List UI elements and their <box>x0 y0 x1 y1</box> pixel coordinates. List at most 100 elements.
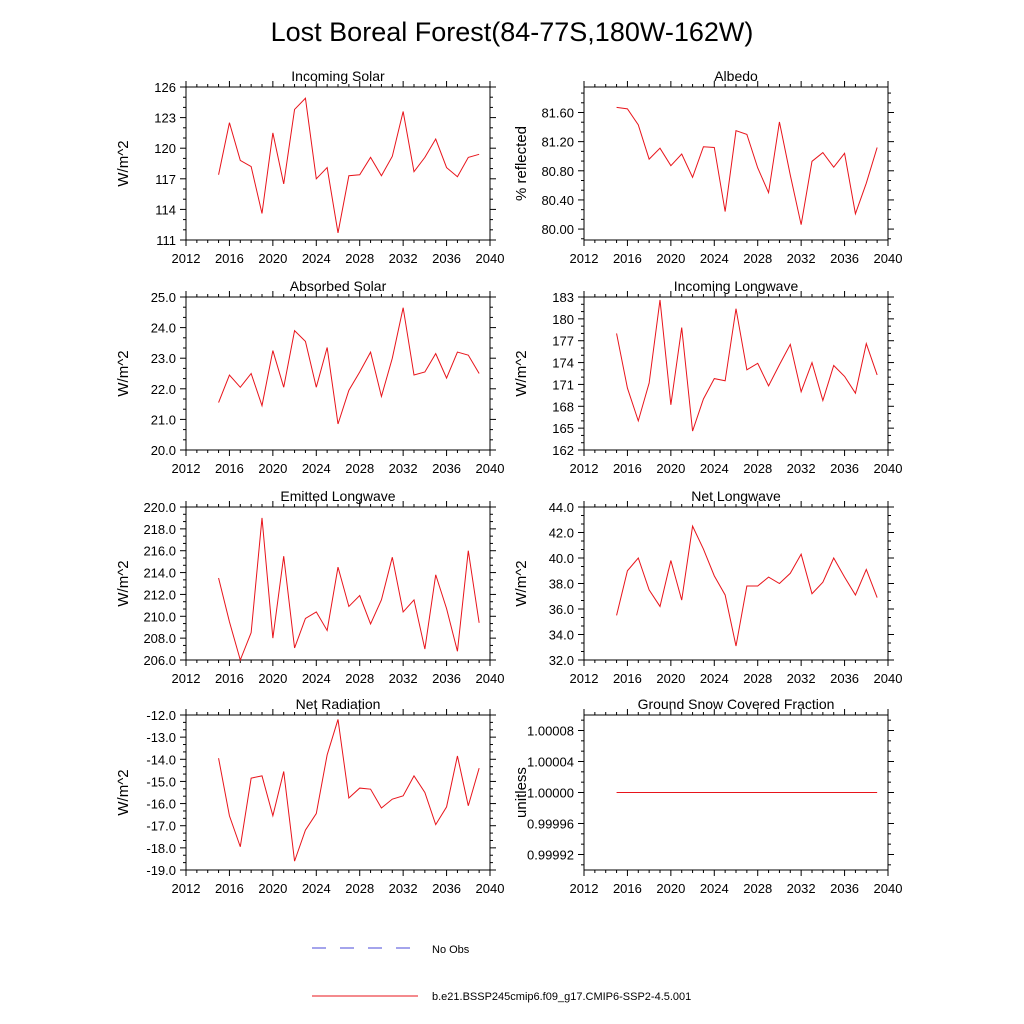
legend-label-no-obs: No Obs <box>432 944 470 956</box>
incoming-solar-xtick-label: 2032 <box>389 251 418 266</box>
incoming-longwave-xtick-label: 2016 <box>613 461 642 476</box>
net-radiation-ylabel: W/m^2 <box>115 769 132 815</box>
incoming-longwave-ytick-label: 174 <box>552 356 574 371</box>
absorbed-solar-title: Absorbed Solar <box>290 278 387 294</box>
albedo-ytick-label: 80.80 <box>541 164 574 179</box>
incoming-longwave-xtick-label: 2040 <box>874 461 903 476</box>
net-longwave-xtick-label: 2016 <box>613 671 642 686</box>
incoming-solar-xtick-label: 2028 <box>345 251 374 266</box>
emitted-longwave-xtick-label: 2036 <box>432 671 461 686</box>
ground-snow-covered-fraction-ytick-label: 0.99996 <box>527 817 574 832</box>
legend-label-model: b.e21.BSSP245cmip6.f09_g17.CMIP6-SSP2-4.… <box>432 991 691 1003</box>
absorbed-solar-xtick-label: 2020 <box>258 461 287 476</box>
ground-snow-covered-fraction-ytick-label: 1.00000 <box>527 786 574 801</box>
incoming-solar-ytick-label: 117 <box>155 172 176 187</box>
albedo-xtick-label: 2020 <box>656 251 685 266</box>
panel-ground-snow-covered-fraction: Ground Snow Covered Fraction unitless 2012… <box>513 696 902 896</box>
net-longwave-ytick-label: 44.0 <box>549 500 574 515</box>
ground-snow-covered-fraction-xtick-label: 2036 <box>830 881 859 896</box>
emitted-longwave-title: Emitted Longwave <box>280 488 395 504</box>
absorbed-solar-ytick-label: 25.0 <box>151 290 176 305</box>
panel-net-radiation: Net Radiation W/m^2 2012 2016 2020 2024 2028 20… <box>115 696 504 896</box>
net-radiation-ytick-label: -18.0 <box>146 841 176 856</box>
net-radiation-ytick-label: -17.0 <box>146 819 176 834</box>
incoming-longwave-xtick-label: 2036 <box>830 461 859 476</box>
ground-snow-covered-fraction-ylabel: unitless <box>513 767 530 818</box>
panels: Incoming Solar W/m^2 2012 2016 2020 2024 2028 2… <box>115 68 902 896</box>
albedo-xtick-label: 2028 <box>743 251 772 266</box>
ground-snow-covered-fraction-xtick-label: 2024 <box>700 881 729 896</box>
albedo-ytick-label: 80.00 <box>541 222 574 237</box>
albedo-xtick-label: 2016 <box>613 251 642 266</box>
emitted-longwave-xtick-label: 2020 <box>258 671 287 686</box>
incoming-longwave-ylabel: W/m^2 <box>513 350 530 396</box>
incoming-solar-xtick-label: 2024 <box>302 251 331 266</box>
ground-snow-covered-fraction-ytick-label: 1.00008 <box>527 724 574 739</box>
ground-snow-covered-fraction-xtick-label: 2016 <box>613 881 642 896</box>
net-longwave-xtick-label: 2040 <box>874 671 903 686</box>
panel-incoming-longwave: Incoming Longwave W/m^2 2012 2016 2020 2024 20… <box>513 278 902 476</box>
incoming-longwave-ytick-label: 183 <box>552 290 574 305</box>
panel-absorbed-solar: Absorbed Solar W/m^2 2012 2016 2020 2024 2028 2… <box>115 278 504 476</box>
net-radiation-series-line <box>218 719 480 862</box>
albedo-ytick-label: 81.20 <box>541 135 574 150</box>
emitted-longwave-ytick-label: 208.0 <box>143 631 176 646</box>
emitted-longwave-ytick-label: 220.0 <box>143 500 176 515</box>
incoming-solar-ytick-label: 123 <box>154 111 176 126</box>
net-radiation-xtick-label: 2040 <box>476 881 505 896</box>
net-longwave-ytick-label: 36.0 <box>549 602 574 617</box>
absorbed-solar-series-line <box>218 307 480 425</box>
net-longwave-series-line <box>616 524 878 647</box>
ground-snow-covered-fraction-xtick-label: 2032 <box>787 881 816 896</box>
absorbed-solar-xtick-label: 2036 <box>432 461 461 476</box>
emitted-longwave-series-line <box>218 517 480 662</box>
absorbed-solar-ytick-label: 22.0 <box>151 382 176 397</box>
net-radiation-title: Net Radiation <box>296 696 381 712</box>
absorbed-solar-xtick-label: 2016 <box>215 461 244 476</box>
albedo-xtick-label: 2024 <box>700 251 729 266</box>
incoming-solar-ytick-label: 126 <box>154 80 176 95</box>
ground-snow-covered-fraction-title: Ground Snow Covered Fraction <box>638 696 835 712</box>
net-radiation-ytick-label: -19.0 <box>146 863 176 878</box>
incoming-longwave-ytick-label: 162 <box>552 443 574 458</box>
net-radiation-xtick-label: 2020 <box>258 881 287 896</box>
net-longwave-ytick-label: 32.0 <box>549 653 574 668</box>
incoming-solar-ytick-label: 114 <box>155 202 176 217</box>
ground-snow-covered-fraction-xtick-label: 2028 <box>743 881 772 896</box>
incoming-solar-xtick-label: 2020 <box>258 251 287 266</box>
net-radiation-ytick-label: -15.0 <box>146 774 176 789</box>
albedo-title: Albedo <box>714 68 758 84</box>
emitted-longwave-xtick-label: 2012 <box>172 671 201 686</box>
albedo-xtick-label: 2040 <box>874 251 903 266</box>
absorbed-solar-ytick-label: 24.0 <box>151 321 176 336</box>
absorbed-solar-xtick-label: 2028 <box>345 461 374 476</box>
incoming-solar-xtick-label: 2036 <box>432 251 461 266</box>
emitted-longwave-ytick-label: 210.0 <box>143 609 176 624</box>
incoming-solar-xtick-label: 2016 <box>215 251 244 266</box>
panel-net-longwave: Net Longwave W/m^2 2012 2016 2020 2024 2028 203… <box>513 488 902 686</box>
net-radiation-xtick-label: 2036 <box>432 881 461 896</box>
emitted-longwave-xtick-label: 2028 <box>345 671 374 686</box>
net-radiation-xtick-label: 2032 <box>389 881 418 896</box>
emitted-longwave-ytick-label: 212.0 <box>143 587 176 602</box>
ground-snow-covered-fraction-xtick-label: 2020 <box>656 881 685 896</box>
albedo-ytick-label: 80.40 <box>541 193 574 208</box>
panel-incoming-solar: Incoming Solar W/m^2 2012 2016 2020 2024 2028 2… <box>115 68 504 266</box>
emitted-longwave-ylabel: W/m^2 <box>115 560 132 606</box>
net-longwave-xtick-label: 2036 <box>830 671 859 686</box>
net-radiation-xtick-label: 2024 <box>302 881 331 896</box>
albedo-xtick-label: 2036 <box>830 251 859 266</box>
albedo-series-line <box>616 106 878 225</box>
emitted-longwave-xtick-label: 2032 <box>389 671 418 686</box>
incoming-longwave-ytick-label: 165 <box>552 421 574 436</box>
net-radiation-xtick-label: 2012 <box>172 881 201 896</box>
incoming-longwave-ytick-label: 177 <box>552 334 574 349</box>
ground-snow-covered-fraction-ytick-label: 1.00004 <box>527 755 574 770</box>
emitted-longwave-xtick-label: 2016 <box>215 671 244 686</box>
net-longwave-xtick-label: 2028 <box>743 671 772 686</box>
incoming-solar-title: Incoming Solar <box>291 68 385 84</box>
net-longwave-ytick-label: 40.0 <box>549 551 574 566</box>
emitted-longwave-ytick-label: 216.0 <box>143 544 176 559</box>
panel-albedo: Albedo % reflected 2012 2016 2020 2024 2028 203… <box>513 68 902 266</box>
